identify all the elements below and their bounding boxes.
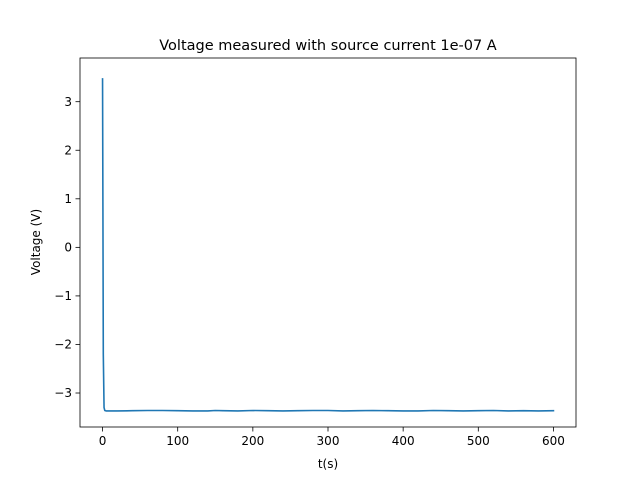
y-tick-label: 0 (64, 241, 72, 255)
chart-title: Voltage measured with source current 1e-… (159, 38, 497, 54)
x-tick-label: 500 (467, 434, 490, 448)
y-tick-label: 1 (64, 192, 72, 206)
y-tick-label: 2 (64, 143, 72, 157)
x-tick-label: 400 (392, 434, 415, 448)
x-tick-label: 100 (166, 434, 189, 448)
y-axis: −3 −2 −1 0 1 2 3 (54, 95, 80, 400)
x-axis: 0 100 200 300 400 500 600 (99, 427, 565, 448)
y-tick-label: 3 (64, 95, 72, 109)
x-tick-label: 600 (542, 434, 565, 448)
x-tick-label: 300 (317, 434, 340, 448)
y-tick-label: −2 (54, 338, 72, 352)
y-axis-label: Voltage (V) (29, 209, 43, 275)
y-tick-label: −1 (54, 289, 72, 303)
series-line-1 (101, 78, 555, 412)
y-tick-label: −3 (54, 386, 72, 400)
x-tick-label: 200 (241, 434, 264, 448)
x-axis-label: t(s) (318, 457, 338, 471)
x-tick-label: 0 (99, 434, 107, 448)
